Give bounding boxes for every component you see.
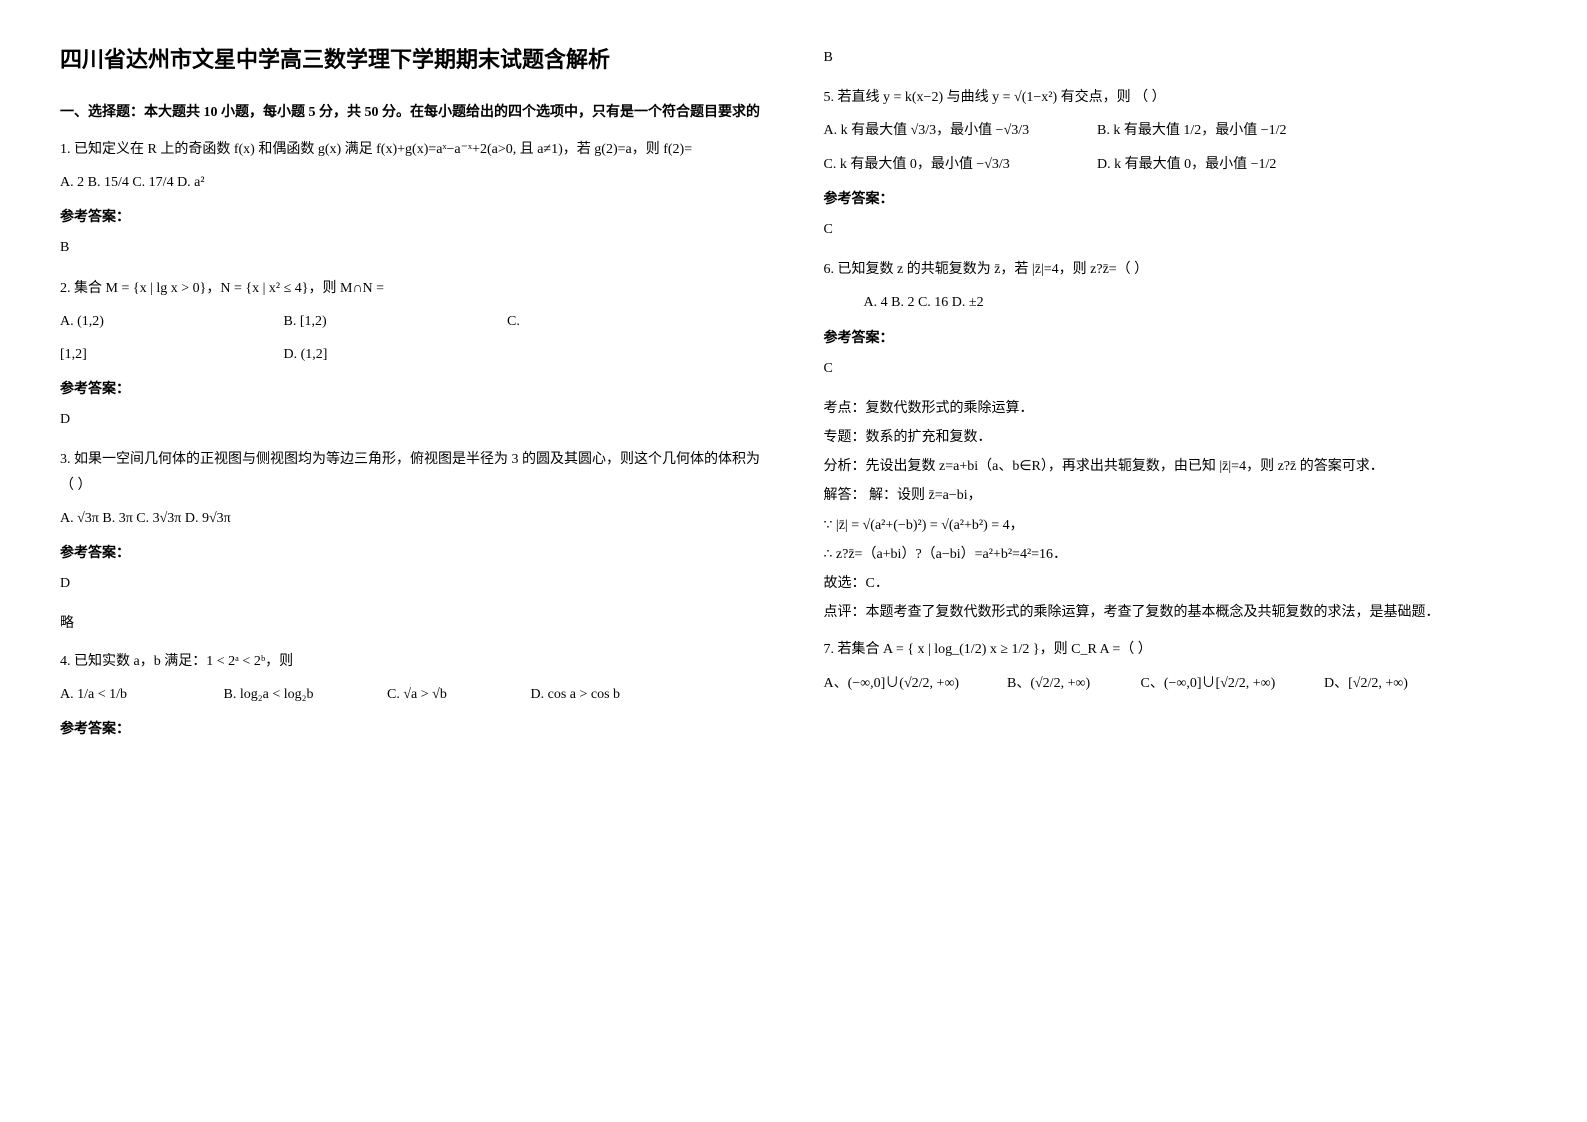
question-5: 5. 若直线 y = k(x−2) 与曲线 y = √(1−x²) 有交点，则 … bbox=[824, 85, 1528, 242]
question-2: 2. 集合 M = {x | lg x > 0}，N = {x | x² ≤ 4… bbox=[60, 276, 764, 433]
q2-optD: D. (1,2] bbox=[284, 347, 328, 362]
page-title: 四川省达州市文星中学高三数学理下学期期末试题含解析 bbox=[60, 40, 764, 80]
q6-jieda4: 故选：C． bbox=[824, 571, 1528, 596]
q2-optA: A. (1,2) bbox=[60, 309, 260, 334]
q4-answer-label: 参考答案： bbox=[60, 717, 764, 742]
dianping-text: 本题考查了复数代数形式的乘除运算，考查了复数的基本概念及共轭复数的求法，是基础题… bbox=[866, 605, 1440, 620]
q5-answer: C bbox=[824, 217, 1528, 242]
q6-kaodian: 考点：复数代数形式的乘除运算． bbox=[824, 396, 1528, 421]
q6-jieda: 解答： 解：设则 z̄=a−bi， bbox=[824, 483, 1528, 508]
q7-text: 7. 若集合 A = { x | log_(1/2) x ≥ 1/2 }，则 C… bbox=[824, 637, 1528, 662]
kaodian-text: 复数代数形式的乘除运算． bbox=[866, 401, 1034, 416]
question-7: 7. 若集合 A = { x | log_(1/2) x ≥ 1/2 }，则 C… bbox=[824, 637, 1528, 695]
q6-jieda2: ∵ |z̄| = √(a²+(−b)²) = √(a²+b²) = 4， bbox=[824, 513, 1528, 538]
q5-optC: C. k 有最大值 0，最小值 −√3/3 bbox=[824, 152, 1074, 177]
jieda-label: 解答： bbox=[824, 488, 866, 503]
q6-answer: C bbox=[824, 356, 1528, 381]
q6-answer-label: 参考答案： bbox=[824, 326, 1528, 351]
zhuanti-label: 专题： bbox=[824, 430, 866, 445]
fenxi-label: 分析： bbox=[824, 459, 866, 474]
question-1: 1. 已知定义在 R 上的奇函数 f(x) 和偶函数 g(x) 满足 f(x)+… bbox=[60, 137, 764, 261]
q1-text: 1. 已知定义在 R 上的奇函数 f(x) 和偶函数 g(x) 满足 f(x)+… bbox=[60, 137, 764, 162]
q1-options: A. 2 B. 15/4 C. 17/4 D. a² bbox=[60, 170, 764, 195]
q1-answer: B bbox=[60, 235, 764, 260]
section-heading: 一、选择题：本大题共 10 小题，每小题 5 分，共 50 分。在每小题给出的四… bbox=[60, 100, 764, 125]
q7-options: A、(−∞,0]∪(√2/2, +∞) B、(√2/2, +∞) C、(−∞,0… bbox=[824, 671, 1528, 696]
q6-zhuanti: 专题：数系的扩充和复数． bbox=[824, 425, 1528, 450]
q2-options-row2: [1,2] D. (1,2] bbox=[60, 342, 764, 367]
zhuanti-text: 数系的扩充和复数． bbox=[866, 430, 992, 445]
fenxi-text: 先设出复数 z=a+bi（a、b∈R），再求出共轭复数，由已知 |z̄|=4，则… bbox=[866, 459, 1384, 474]
q3-options: A. √3π B. 3π C. 3√3π D. 9√3π bbox=[60, 506, 764, 531]
q3-extra: 略 bbox=[60, 611, 764, 636]
q4-optC: C. √a > √b bbox=[387, 682, 507, 707]
q3-answer-label: 参考答案： bbox=[60, 541, 764, 566]
q4-text: 4. 已知实数 a，b 满足：1 < 2ᵃ < 2ᵇ，则 bbox=[60, 649, 764, 674]
q4-answer: B bbox=[824, 45, 1528, 70]
q7-optC: C、(−∞,0]∪[√2/2, +∞) bbox=[1141, 671, 1301, 696]
q4-options: A. 1/a < 1/b B. log₂a < log₂b C. √a > √b… bbox=[60, 682, 764, 707]
q6-text: 6. 已知复数 z 的共轭复数为 z̄，若 |z̄|=4，则 z?z̄=（ ） bbox=[824, 257, 1528, 282]
q7-optB: B、(√2/2, +∞) bbox=[1007, 671, 1117, 696]
q6-fenxi: 分析：先设出复数 z=a+bi（a、b∈R），再求出共轭复数，由已知 |z̄|=… bbox=[824, 454, 1528, 479]
q3-text: 3. 如果一空间几何体的正视图与侧视图均为等边三角形，俯视图是半径为 3 的圆及… bbox=[60, 447, 764, 497]
q4-optB: B. log₂a < log₂b bbox=[224, 682, 364, 707]
q2-optB: B. [1,2) bbox=[284, 309, 484, 334]
q7-optA: A、(−∞,0]∪(√2/2, +∞) bbox=[824, 671, 984, 696]
question-3: 3. 如果一空间几何体的正视图与侧视图均为等边三角形，俯视图是半径为 3 的圆及… bbox=[60, 447, 764, 636]
q2-optC: C. bbox=[507, 314, 520, 329]
q4-optA: A. 1/a < 1/b bbox=[60, 682, 200, 707]
q5-optA: A. k 有最大值 √3/3，最小值 −√3/3 bbox=[824, 118, 1074, 143]
q5-optD: D. k 有最大值 0，最小值 −1/2 bbox=[1097, 157, 1276, 172]
q4-optD: D. cos a > cos b bbox=[531, 687, 621, 702]
q2-text: 2. 集合 M = {x | lg x > 0}，N = {x | x² ≤ 4… bbox=[60, 276, 764, 301]
q6-options: A. 4 B. 2 C. 16 D. ±2 bbox=[864, 290, 1528, 315]
kaodian-label: 考点： bbox=[824, 401, 866, 416]
question-4: 4. 已知实数 a，b 满足：1 < 2ᵃ < 2ᵇ，则 A. 1/a < 1/… bbox=[60, 649, 764, 743]
q5-answer-label: 参考答案： bbox=[824, 187, 1528, 212]
q6-jieda3: ∴ z?z̄=（a+bi）?（a−bi）=a²+b²=4²=16． bbox=[824, 542, 1528, 567]
q2-answer: D bbox=[60, 407, 764, 432]
question-6: 6. 已知复数 z 的共轭复数为 z̄，若 |z̄|=4，则 z?z̄=（ ） … bbox=[824, 257, 1528, 625]
q6-dianping: 点评：本题考查了复数代数形式的乘除运算，考查了复数的基本概念及共轭复数的求法，是… bbox=[824, 600, 1528, 625]
q2-answer-label: 参考答案： bbox=[60, 377, 764, 402]
q5-options-row2: C. k 有最大值 0，最小值 −√3/3 D. k 有最大值 0，最小值 −1… bbox=[824, 152, 1528, 177]
q5-options-row1: A. k 有最大值 √3/3，最小值 −√3/3 B. k 有最大值 1/2，最… bbox=[824, 118, 1528, 143]
q7-optD: D、[√2/2, +∞) bbox=[1324, 676, 1408, 691]
q2-options-row1: A. (1,2) B. [1,2) C. bbox=[60, 309, 764, 334]
jieda1: 解：设则 z̄=a−bi， bbox=[869, 488, 982, 503]
dianping-label: 点评： bbox=[824, 605, 866, 620]
q5-optB: B. k 有最大值 1/2，最小值 −1/2 bbox=[1097, 123, 1287, 138]
q5-text: 5. 若直线 y = k(x−2) 与曲线 y = √(1−x²) 有交点，则 … bbox=[824, 85, 1528, 110]
q2-optC2: [1,2] bbox=[60, 342, 260, 367]
q1-answer-label: 参考答案： bbox=[60, 205, 764, 230]
q3-answer: D bbox=[60, 571, 764, 596]
